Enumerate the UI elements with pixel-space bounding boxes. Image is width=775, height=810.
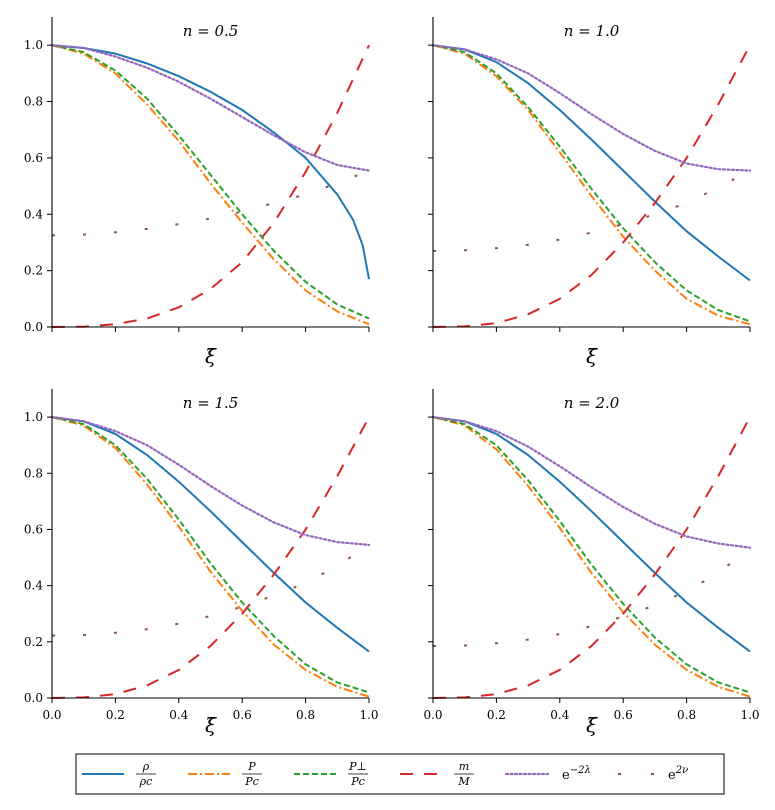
legend-item-lam: e−2λ xyxy=(504,765,591,783)
legend-denominator: Pc xyxy=(244,775,259,788)
panel-3: 0.0 0.2 0.4 0.6 0.8 1.0 0.0 0.2 0.4 0.6 0.8 1.0 n = … xyxy=(24,389,379,737)
legend-denominator: Pc xyxy=(350,775,365,788)
x-tick-label: 0.8 xyxy=(677,708,696,722)
series-line-Pperp xyxy=(51,44,370,320)
panel-1: 0.0 0.2 0.4 0.6 0.8 1.0 n = 0.5 ξ̄ xyxy=(24,17,371,368)
series-line-Pperp xyxy=(432,44,751,323)
legend-denominator: M xyxy=(457,775,470,788)
y-tick-label: 1.0 xyxy=(24,410,43,424)
x-tick-label: 0.4 xyxy=(169,708,188,722)
series-line-m xyxy=(432,416,751,699)
x-axis-label: ξ̄ xyxy=(586,713,598,737)
x-tick-label: 0.0 xyxy=(42,708,61,722)
legend-item-m: mM xyxy=(400,760,474,788)
legend-numerator: ρ xyxy=(142,760,150,773)
x-tick-label: 0.6 xyxy=(614,708,633,722)
series-line-nu xyxy=(51,169,370,237)
series-line-Pperp xyxy=(51,416,370,694)
x-tick-label: 0.8 xyxy=(296,708,315,722)
series-line-rho xyxy=(51,416,370,653)
panel-title: n = 1.5 xyxy=(183,394,239,412)
series-line-lam xyxy=(50,44,371,172)
legend-numerator: P⊥ xyxy=(348,760,367,773)
series-line-nu xyxy=(51,544,370,637)
series-line-lam xyxy=(50,416,371,546)
legend-item-rho: ρ ρc xyxy=(82,760,156,788)
legend-label: e2ν xyxy=(668,765,688,783)
legend-item-P: P Pc xyxy=(188,760,262,788)
panel-title: n = 2.0 xyxy=(564,394,620,412)
y-tick-label: 1.0 xyxy=(24,38,43,52)
series-line-P xyxy=(51,44,370,326)
series-line-P xyxy=(51,416,370,698)
series-line-m xyxy=(51,416,370,699)
series-line-rho xyxy=(432,44,751,282)
panel-4: 0.0 0.2 0.4 0.6 0.8 1.0 n = 2.0 ξ̄ xyxy=(423,389,760,737)
x-tick-label: 0.6 xyxy=(233,708,252,722)
y-tick-label: 0.6 xyxy=(24,151,43,165)
series-line-nu xyxy=(432,546,751,647)
series-line-m xyxy=(432,44,751,328)
x-tick-label: 0.2 xyxy=(487,708,506,722)
legend-denominator: ρc xyxy=(139,775,153,788)
x-axis-label: ξ̄ xyxy=(586,344,598,368)
panel-title: n = 1.0 xyxy=(564,22,620,40)
panel-2: n = 1.0 ξ̄ xyxy=(428,17,752,368)
x-tick-label: 1.0 xyxy=(740,708,759,722)
series-line-rho xyxy=(432,416,751,653)
legend-numerator: P xyxy=(247,760,256,773)
x-tick-label: 0.4 xyxy=(550,708,569,722)
x-axis-label: ξ̄ xyxy=(205,344,217,368)
series-line-m xyxy=(51,44,370,328)
x-tick-label: 1.0 xyxy=(359,708,378,722)
series-line-lam xyxy=(431,44,752,172)
x-tick-label: 0.0 xyxy=(423,708,442,722)
legend-label: e−2λ xyxy=(562,765,591,783)
series-line-Pperp xyxy=(432,416,751,694)
legend-item-nu: e2ν xyxy=(618,765,688,783)
legend-item-Pperp: P⊥ Pc xyxy=(294,760,368,788)
y-tick-label: 0.0 xyxy=(24,691,43,705)
y-tick-label: 0.6 xyxy=(24,522,43,536)
y-tick-label: 0.4 xyxy=(24,579,43,593)
y-tick-label: 0.2 xyxy=(24,264,43,278)
x-axis-label: ξ̄ xyxy=(205,713,217,737)
panel-title: n = 0.5 xyxy=(183,22,239,40)
series-line-P xyxy=(432,44,751,326)
series-line-rho xyxy=(51,44,370,280)
series-line-lam xyxy=(431,416,752,549)
y-tick-label: 0.8 xyxy=(24,95,43,109)
y-tick-label: 0.4 xyxy=(24,207,43,221)
legend-numerator: m xyxy=(459,760,469,773)
y-tick-label: 0.2 xyxy=(24,635,43,649)
series-line-nu xyxy=(432,169,751,252)
y-tick-label: 0.8 xyxy=(24,466,43,480)
y-tick-label: 0.0 xyxy=(24,320,43,334)
series-line-P xyxy=(432,416,751,698)
x-tick-label: 0.2 xyxy=(106,708,125,722)
